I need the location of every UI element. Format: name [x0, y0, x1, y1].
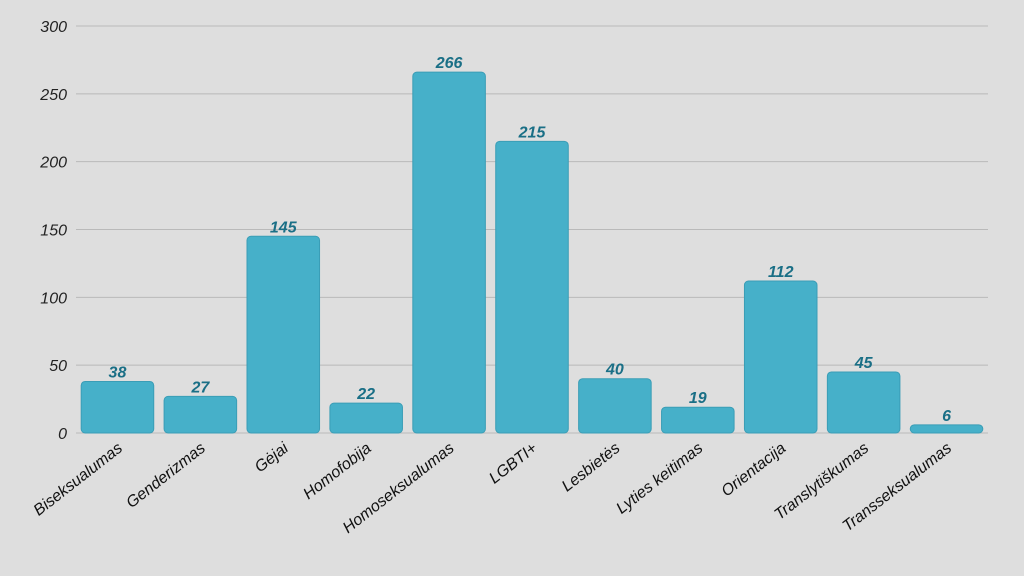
- data-label: 145: [270, 219, 298, 236]
- data-labels: 38 27 145 22 266 215 40 19 112 45 6: [109, 55, 952, 425]
- data-label: 45: [854, 355, 874, 372]
- bars: [80, 71, 984, 434]
- x-tick-label: Homofobija: [300, 440, 374, 503]
- bar: [743, 280, 818, 434]
- bar: [661, 406, 735, 434]
- bar: [826, 371, 901, 434]
- x-tick-label: LGBTI+: [486, 440, 540, 488]
- bar: [909, 424, 984, 434]
- y-tick-label: 200: [39, 155, 67, 172]
- x-tick-label: Lyties keitimas: [613, 440, 706, 518]
- data-label: 38: [109, 364, 127, 381]
- data-label: 40: [605, 362, 624, 379]
- y-tick-label: 50: [49, 358, 67, 375]
- x-tick-label: Orientacija: [718, 440, 789, 501]
- bar: [495, 140, 569, 434]
- y-tick-label: 0: [58, 426, 67, 443]
- y-tick-label: 150: [40, 223, 67, 240]
- x-tick-label: Gėjai: [252, 439, 292, 476]
- data-label: 112: [768, 264, 794, 281]
- x-tick-label: Lesbietės: [559, 440, 623, 496]
- data-label: 27: [190, 379, 210, 396]
- y-tick-label: 250: [39, 87, 67, 104]
- y-tick-label: 300: [40, 19, 67, 36]
- x-tick-label: Biseksualumas: [31, 440, 126, 520]
- bar: [163, 395, 238, 434]
- data-label: 266: [435, 55, 463, 72]
- data-label: 6: [942, 408, 951, 425]
- bar: [246, 235, 321, 434]
- y-axis: 0 50 100 150 200 250 300: [39, 19, 67, 443]
- bar: [412, 71, 486, 434]
- bar: [80, 380, 155, 434]
- y-tick-label: 100: [40, 290, 67, 307]
- bar: [329, 402, 403, 434]
- x-tick-label: Genderizmas: [123, 440, 208, 512]
- data-label: 19: [689, 390, 707, 407]
- data-label: 22: [356, 386, 375, 403]
- bar: [578, 378, 652, 434]
- data-label: 215: [518, 124, 547, 141]
